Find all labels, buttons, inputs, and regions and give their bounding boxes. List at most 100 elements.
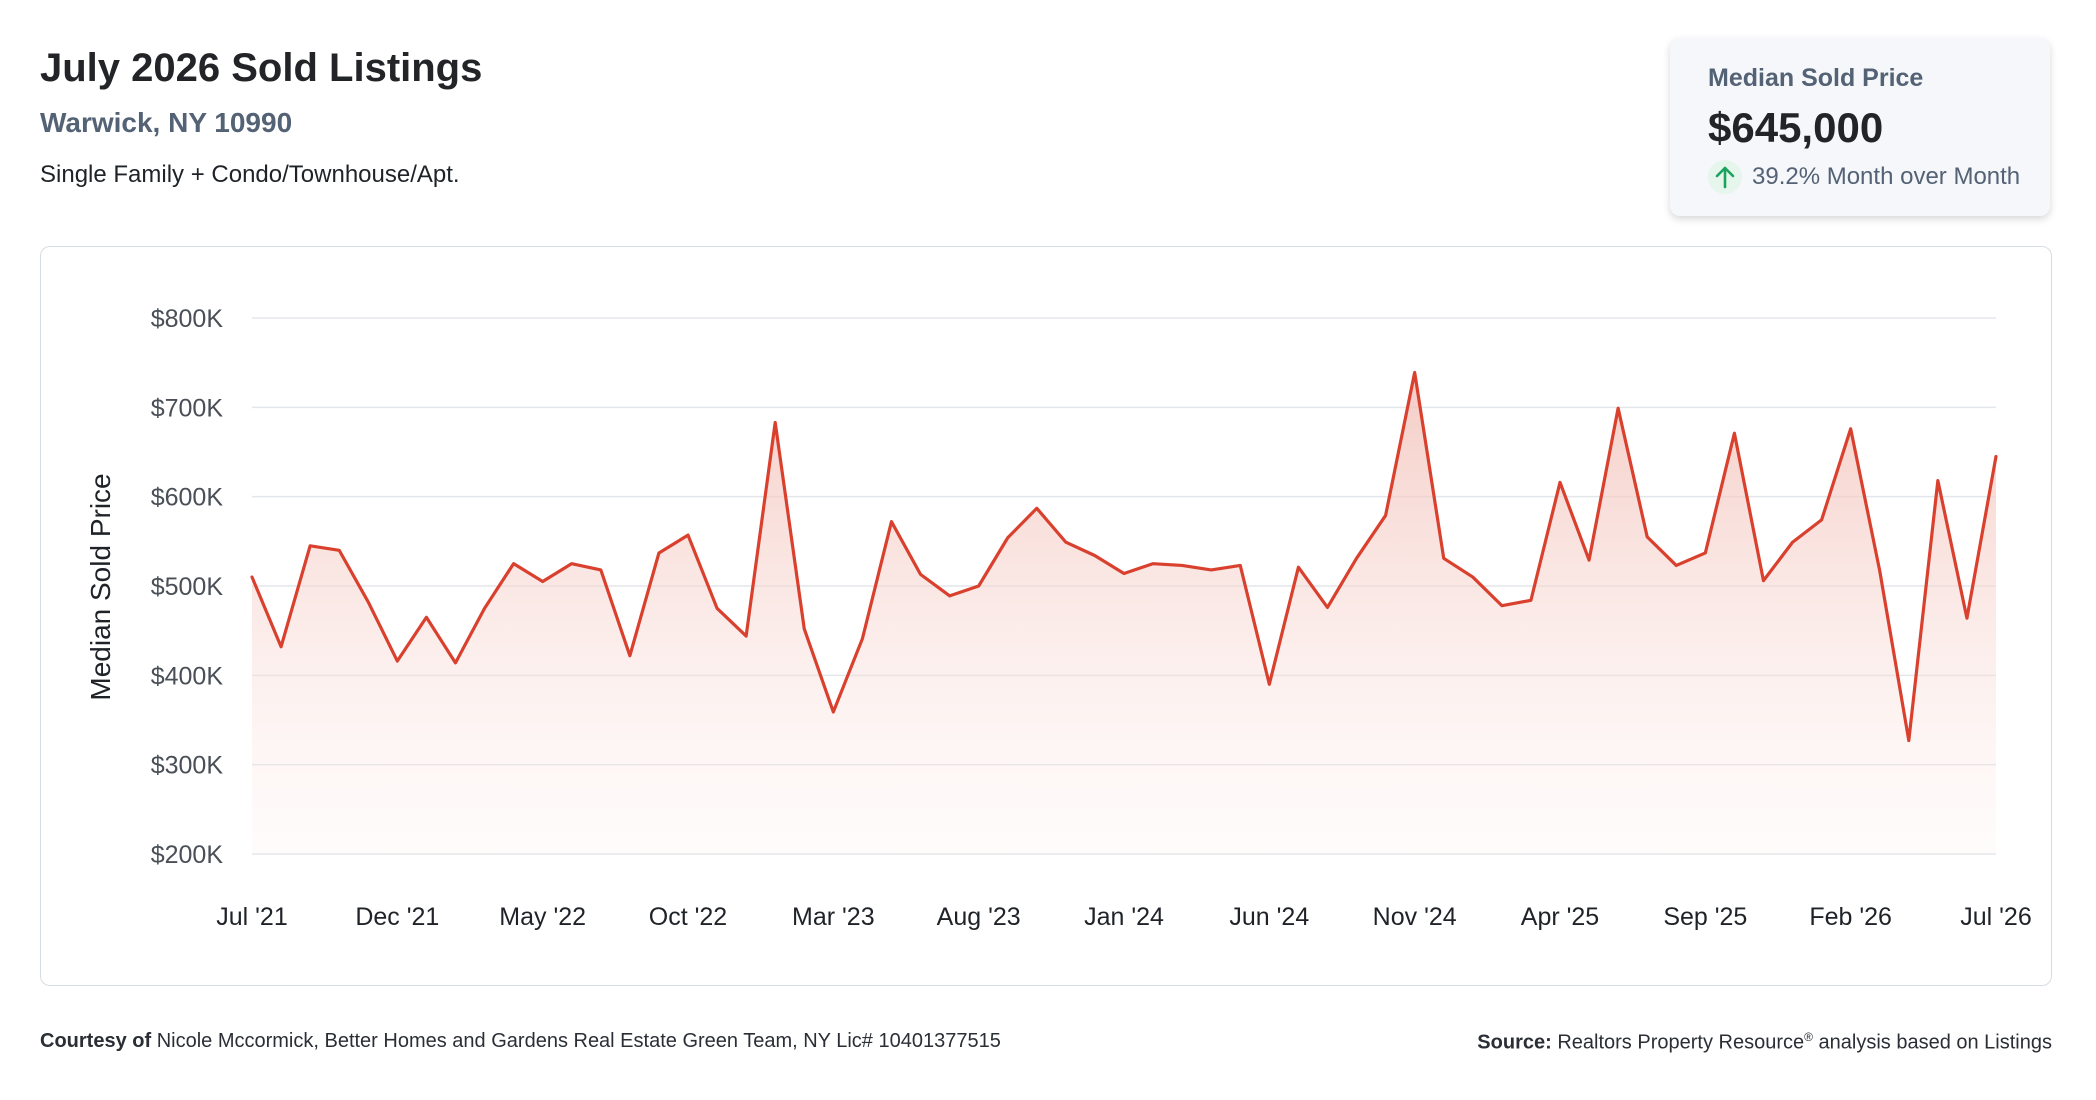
card-label: Median Sold Price <box>1708 64 1924 92</box>
data-point[interactable] <box>1118 567 1130 579</box>
data-point[interactable] <box>944 590 956 602</box>
data-point[interactable] <box>1816 514 1828 526</box>
data-point[interactable] <box>1583 554 1595 566</box>
x-tick-label: Jun '24 <box>1229 903 1309 931</box>
data-point[interactable] <box>449 657 461 669</box>
data-point[interactable] <box>1874 565 1886 577</box>
y-tick-label: $600K <box>151 484 224 512</box>
data-point[interactable] <box>391 655 403 667</box>
y-tick-label: $400K <box>151 662 224 690</box>
data-point[interactable] <box>1321 601 1333 613</box>
data-point[interactable] <box>1961 612 1973 624</box>
page-title: July 2026 Sold Listings <box>40 46 483 90</box>
data-point[interactable] <box>885 516 897 528</box>
card-change: 39.2% Month over Month <box>1708 160 2020 194</box>
property-types-label: Single Family + Condo/Townhouse/Apt. <box>40 161 460 188</box>
data-point[interactable] <box>275 641 287 653</box>
data-point[interactable] <box>1002 532 1014 544</box>
data-point[interactable] <box>566 558 578 570</box>
data-point[interactable] <box>1525 594 1537 606</box>
x-tick-label: Nov '24 <box>1373 903 1457 931</box>
data-point[interactable] <box>537 576 549 588</box>
data-point[interactable] <box>1176 559 1188 571</box>
median-price-card: Median Sold Price $645,000 39.2% Month o… <box>1670 38 2050 216</box>
change-text: 39.2% Month over Month <box>1752 163 2021 190</box>
x-tick-label: Jul '26 <box>1960 903 2031 931</box>
data-point[interactable] <box>1380 509 1392 521</box>
data-point[interactable] <box>1612 402 1624 414</box>
data-point[interactable] <box>362 596 374 608</box>
data-point[interactable] <box>1205 564 1217 576</box>
data-point[interactable] <box>1787 536 1799 548</box>
source-footer: Source: Realtors Property Resource® anal… <box>1477 1030 2052 1055</box>
courtesy-label: Courtesy of <box>40 1030 152 1052</box>
chart-panel: $200K $300K $400K $500K $600K $700K $800K Jul … <box>40 246 2052 986</box>
data-point[interactable] <box>420 611 432 623</box>
data-point[interactable] <box>827 706 839 718</box>
data-point[interactable] <box>915 568 927 580</box>
data-point[interactable] <box>1932 475 1944 487</box>
y-axis-title: Median Sold Price <box>85 473 116 700</box>
data-point[interactable] <box>1060 536 1072 548</box>
x-tick-label: Mar '23 <box>792 903 875 931</box>
registered-mark: ® <box>1804 1030 1813 1044</box>
data-point[interactable] <box>1147 558 1159 570</box>
data-point[interactable] <box>1728 427 1740 439</box>
data-point[interactable] <box>595 564 607 576</box>
y-tick-label: $500K <box>151 573 224 601</box>
x-tick-label: Apr '25 <box>1521 903 1599 931</box>
data-point[interactable] <box>856 633 868 645</box>
courtesy-text: Nicole Mccormick, Better Homes and Garde… <box>156 1030 1001 1052</box>
source-label: Source: <box>1477 1031 1552 1054</box>
source-suffix: analysis based on Listings <box>1818 1031 2052 1054</box>
data-point[interactable] <box>1263 678 1275 690</box>
area-fill <box>252 372 1996 854</box>
data-point[interactable] <box>1757 575 1769 587</box>
data-point[interactable] <box>1234 559 1246 571</box>
x-tick-label: Dec '21 <box>355 903 439 931</box>
data-point[interactable] <box>479 602 491 614</box>
y-tick-label: $200K <box>151 841 224 869</box>
data-point[interactable] <box>682 529 694 541</box>
data-point[interactable] <box>1496 600 1508 612</box>
data-point[interactable] <box>1409 366 1421 378</box>
data-point[interactable] <box>711 602 723 614</box>
data-point[interactable] <box>1903 735 1915 747</box>
source-text: Realtors Property Resource <box>1557 1031 1805 1054</box>
data-point[interactable] <box>1351 552 1363 564</box>
data-point[interactable] <box>508 558 520 570</box>
data-point[interactable] <box>740 630 752 642</box>
data-point[interactable] <box>1845 423 1857 435</box>
median-price-line <box>250 370 1998 743</box>
data-point[interactable] <box>304 540 316 552</box>
x-tick-label: May '22 <box>499 903 586 931</box>
data-point[interactable] <box>973 580 985 592</box>
y-tick-label: $700K <box>151 394 224 422</box>
data-point[interactable] <box>246 571 258 583</box>
arrow-up-icon <box>1708 160 1742 194</box>
courtesy-footer: Courtesy of Nicole Mccormick, Better Hom… <box>40 1030 1001 1053</box>
data-point[interactable] <box>798 623 810 635</box>
data-point[interactable] <box>1438 552 1450 564</box>
data-point[interactable] <box>1554 476 1566 488</box>
data-point[interactable] <box>769 417 781 429</box>
data-point[interactable] <box>1467 571 1479 583</box>
y-tick-label: $800K <box>151 305 224 333</box>
x-tick-label: Jan '24 <box>1084 903 1164 931</box>
x-tick-label: Aug '23 <box>937 903 1021 931</box>
data-point[interactable] <box>1641 531 1653 543</box>
location-subtitle: Warwick, NY 10990 <box>40 107 293 138</box>
data-point[interactable] <box>624 650 636 662</box>
x-tick-label: Feb '26 <box>1809 903 1892 931</box>
data-point[interactable] <box>1031 502 1043 514</box>
data-point[interactable] <box>1089 550 1101 562</box>
data-point[interactable] <box>653 547 665 559</box>
data-point[interactable] <box>333 544 345 556</box>
data-point[interactable] <box>1670 559 1682 571</box>
x-tick-label: Jul '21 <box>216 903 287 931</box>
median-price-chart: $200K $300K $400K $500K $600K $700K $800K Jul … <box>85 305 2032 931</box>
data-point[interactable] <box>1292 561 1304 573</box>
y-tick-label: $300K <box>151 752 224 780</box>
data-point[interactable] <box>1699 547 1711 559</box>
data-point[interactable] <box>1990 450 2002 462</box>
